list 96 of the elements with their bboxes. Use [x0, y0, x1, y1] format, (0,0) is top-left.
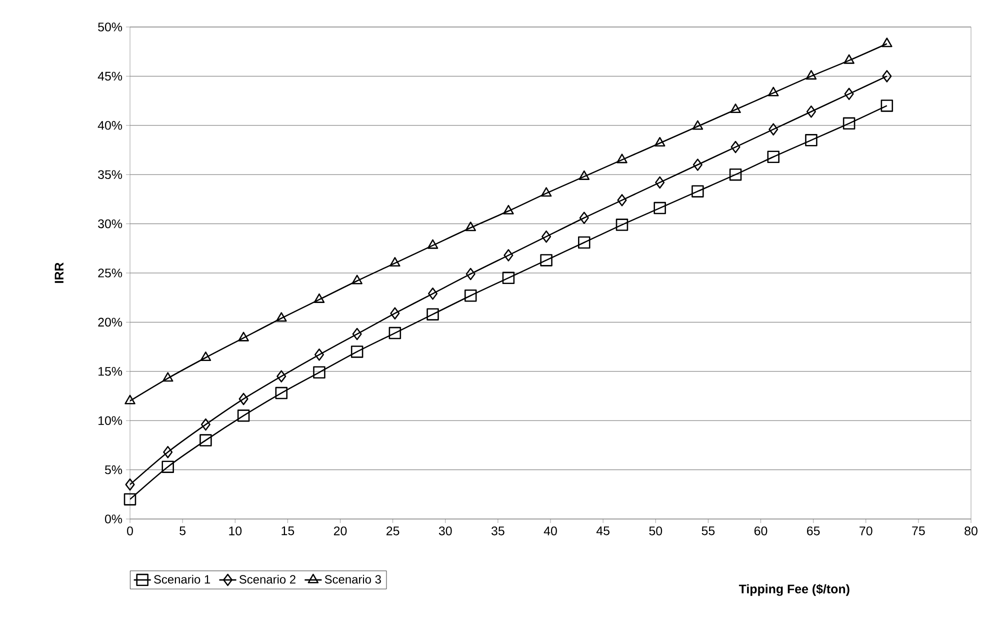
point	[578, 236, 590, 249]
x-tick-label: 20	[334, 526, 347, 536]
y-tick-label: 40%	[98, 120, 122, 130]
point	[655, 176, 665, 189]
legend-label: Scenario 2	[239, 574, 296, 584]
x-tick-label: 35	[491, 526, 504, 536]
point	[390, 307, 400, 320]
y-tick-label: 15%	[98, 367, 122, 376]
point	[692, 185, 704, 198]
point	[806, 70, 817, 80]
y-tick-label: 50%	[98, 22, 122, 32]
point	[805, 134, 818, 146]
x-axis-title: Tipping Fee ($/ton)	[738, 584, 850, 596]
y-tick-label: 25%	[98, 268, 122, 278]
y-tick-label: 30%	[98, 219, 122, 228]
point	[730, 140, 740, 154]
point	[616, 154, 628, 164]
x-tick-label: 70	[860, 526, 872, 536]
point	[502, 272, 515, 284]
point	[124, 394, 136, 404]
point	[427, 239, 438, 249]
point	[426, 308, 439, 320]
point	[388, 326, 402, 340]
x-tick-label: 0	[127, 526, 133, 536]
point	[276, 312, 287, 322]
point	[275, 386, 288, 400]
point	[768, 123, 778, 136]
x-tick-label: 25	[386, 526, 400, 536]
point	[466, 268, 476, 280]
point	[844, 88, 854, 100]
point	[578, 170, 590, 180]
point	[200, 418, 210, 431]
point	[806, 105, 816, 118]
point	[238, 392, 248, 406]
point	[350, 346, 364, 358]
point	[540, 187, 552, 197]
point	[276, 370, 286, 382]
point	[616, 218, 628, 231]
point	[842, 117, 856, 130]
point	[352, 328, 362, 340]
legend-label: Scenario 1	[154, 574, 210, 584]
point	[428, 288, 438, 300]
y-tick-label: 45%	[98, 72, 122, 81]
point	[767, 150, 780, 164]
x-tick-label: 75	[912, 526, 925, 536]
point	[162, 460, 174, 473]
y-tick-label: 10%	[98, 416, 122, 426]
point	[390, 257, 400, 267]
point	[768, 86, 779, 96]
point	[314, 348, 324, 361]
x-tick-label: 50	[649, 526, 662, 536]
point	[464, 290, 477, 302]
point	[882, 70, 892, 82]
y-tick-label: 20%	[98, 318, 122, 327]
point	[238, 332, 249, 342]
point	[162, 372, 174, 382]
point	[313, 366, 326, 379]
point	[237, 410, 250, 422]
point	[200, 434, 212, 446]
point	[200, 351, 212, 362]
point	[730, 104, 741, 114]
x-tick-label: 80	[964, 526, 978, 536]
point	[503, 204, 514, 214]
x-tick-label: 45	[596, 526, 610, 536]
point	[465, 222, 476, 232]
point	[124, 493, 136, 506]
point	[617, 194, 627, 206]
y-tick-label: 35%	[98, 170, 122, 180]
y-tick-label: 0%	[104, 514, 122, 524]
x-tick-label: 10	[229, 526, 242, 536]
point	[882, 38, 892, 48]
point	[314, 293, 325, 303]
point	[729, 168, 742, 181]
point	[579, 212, 589, 224]
point	[540, 254, 552, 266]
point	[504, 249, 514, 262]
point	[654, 202, 666, 214]
x-tick-label: 30	[438, 526, 452, 536]
x-tick-label: 60	[754, 526, 768, 536]
x-tick-label: 55	[702, 526, 715, 536]
y-tick-label: 5%	[104, 465, 122, 474]
point	[125, 478, 135, 491]
point	[692, 120, 704, 130]
x-tick-label: 40	[544, 526, 557, 536]
point	[654, 136, 666, 146]
point	[542, 230, 552, 243]
point	[163, 446, 173, 458]
point	[352, 274, 362, 284]
point	[844, 54, 854, 64]
point	[692, 158, 702, 171]
y-axis-title: IRR	[54, 262, 64, 283]
x-tick-label: 15	[282, 526, 294, 536]
legend-label: Scenario 3	[324, 574, 381, 584]
x-tick-label: 65	[807, 526, 820, 536]
x-tick-label: 5	[180, 526, 186, 536]
point	[880, 100, 894, 112]
